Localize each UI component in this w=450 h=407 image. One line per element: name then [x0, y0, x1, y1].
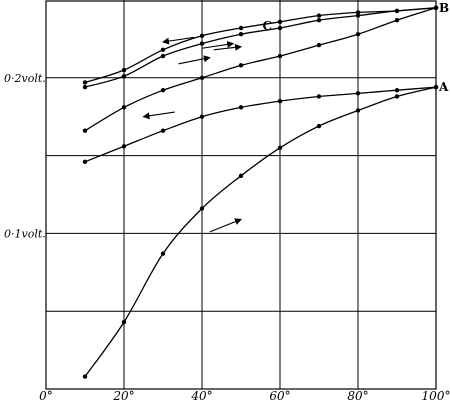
- data-point: [394, 8, 400, 14]
- data-point: [238, 63, 244, 68]
- data-point: [355, 32, 361, 37]
- x-tick-label: 100°: [422, 389, 450, 402]
- data-point: [82, 84, 88, 90]
- series-line-4: [84, 86, 437, 377]
- data-point: [121, 319, 127, 325]
- curve-label-b: B: [439, 1, 449, 15]
- data-point: [121, 144, 127, 149]
- curve-label-a: A: [438, 80, 449, 94]
- series-line-b: [84, 7, 437, 88]
- x-tick-label: 40°: [190, 389, 212, 402]
- direction-arrow: [213, 43, 242, 51]
- data-point: [394, 94, 400, 99]
- data-point: [238, 25, 244, 31]
- data-point: [277, 19, 283, 24]
- data-point: [277, 145, 283, 151]
- data-point: [160, 128, 166, 133]
- data-point: [199, 114, 205, 119]
- x-tick-label: 60°: [269, 389, 290, 402]
- y-tick-label: 0·2volt.: [4, 72, 46, 85]
- data-point: [394, 18, 400, 23]
- data-point: [355, 108, 361, 113]
- direction-arrow: [209, 218, 242, 233]
- data-point: [82, 374, 88, 379]
- data-point: [121, 74, 127, 79]
- data-point: [160, 251, 166, 256]
- x-tick-label: 0°: [39, 389, 53, 402]
- data-point: [82, 128, 88, 133]
- grid: [45, 0, 437, 390]
- x-tick-label: 80°: [347, 389, 368, 402]
- data-point: [160, 53, 166, 59]
- series-line-c: [84, 7, 437, 84]
- direction-arrow: [162, 36, 195, 45]
- data-point: [199, 75, 205, 81]
- data-point: [82, 159, 88, 165]
- data-point: [160, 88, 166, 93]
- data-point: [316, 94, 322, 99]
- data-point: [433, 84, 439, 90]
- series-layer: [82, 5, 439, 379]
- data-point: [355, 10, 361, 15]
- direction-arrow: [142, 111, 175, 120]
- data-point: [355, 13, 361, 18]
- data-point: [277, 25, 283, 31]
- direction-arrow: [178, 55, 211, 65]
- series-line-2: [84, 7, 437, 132]
- direction-arrows: [142, 36, 242, 233]
- curve-label-c: C: [263, 19, 273, 33]
- data-point: [277, 98, 283, 104]
- data-point: [277, 53, 283, 59]
- plot-frame: [45, 0, 437, 390]
- data-point: [316, 13, 322, 18]
- data-point: [121, 105, 127, 110]
- data-point: [199, 41, 205, 46]
- data-point: [238, 173, 244, 179]
- data-point: [316, 42, 322, 48]
- data-point: [121, 67, 127, 73]
- direction-arrow: [201, 40, 235, 49]
- series-line-a: [84, 86, 437, 163]
- x-tick-label: 20°: [112, 389, 134, 402]
- data-point: [316, 18, 322, 23]
- data-point: [199, 33, 205, 38]
- data-point: [316, 123, 322, 129]
- data-point: [394, 88, 400, 93]
- y-tick-label: 0·1volt.: [4, 227, 46, 240]
- data-point: [160, 47, 166, 52]
- data-point: [238, 105, 244, 110]
- data-point: [199, 206, 205, 211]
- data-point: [355, 91, 361, 96]
- data-point: [238, 32, 244, 37]
- data-point: [82, 80, 88, 85]
- data-point: [433, 5, 439, 10]
- labels: 0° 20° 40° 60° 80° 100° 0·1volt. 0·2volt. B C A: [4, 1, 450, 403]
